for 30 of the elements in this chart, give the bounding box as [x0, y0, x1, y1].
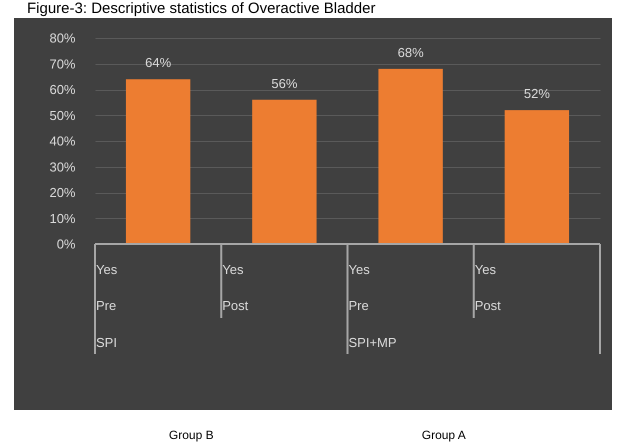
y-tick-label: 0%	[56, 236, 76, 252]
data-label: 64%	[145, 55, 172, 70]
data-label: 68%	[398, 44, 424, 60]
x-tick-label: Yes	[96, 262, 118, 277]
chart-title: Figure-3: Descriptive statistics of Overactive Bladder	[27, 0, 376, 17]
text: SPI+MP	[348, 335, 397, 350]
text: Pre	[348, 298, 369, 313]
text: Post	[474, 298, 502, 313]
text: Post	[222, 298, 249, 313]
x-tick-label: Yes	[348, 262, 370, 277]
y-tick-label: 30%	[49, 159, 76, 174]
y-tick-label: 70%	[49, 56, 76, 72]
y-tick-label: 40%	[49, 134, 76, 148]
text: SPI	[96, 335, 117, 350]
text: Group A	[422, 428, 466, 442]
bar	[252, 100, 317, 244]
data-label: 56%	[271, 76, 298, 91]
x-tick-label: Yes	[474, 262, 496, 277]
x-tick-label: Yes	[222, 262, 244, 277]
y-tick-label: 80%	[49, 30, 76, 46]
y-tick-label: 50%	[49, 108, 76, 123]
y-tick-label: 10%	[49, 210, 76, 226]
y-tick-label: 60%	[49, 82, 76, 97]
y-tick-label: 20%	[49, 185, 76, 200]
bar	[126, 79, 190, 244]
text: Group B	[168, 428, 214, 442]
data-label: 52%	[524, 86, 550, 102]
bar	[378, 68, 443, 244]
text: Pre	[96, 298, 116, 313]
bar	[504, 110, 570, 244]
